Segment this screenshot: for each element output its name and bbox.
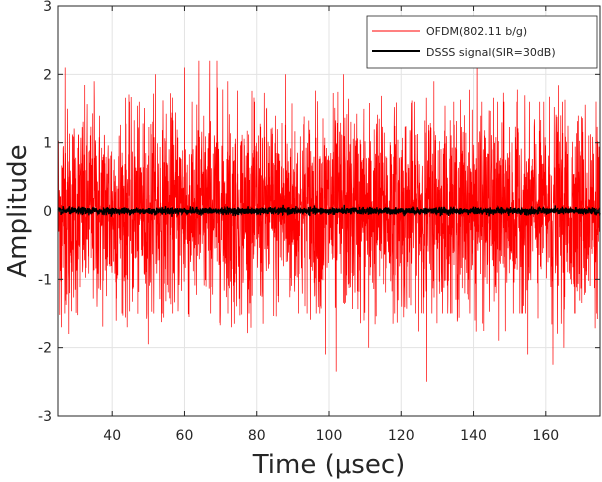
y-tick-label: 2 xyxy=(43,67,52,83)
x-tick-label: 40 xyxy=(103,428,121,444)
x-tick-label: 160 xyxy=(532,428,559,444)
series-dsss-line xyxy=(57,204,601,217)
legend-box xyxy=(366,15,598,69)
series-ofdm-line xyxy=(57,53,601,382)
x-tick-label: 80 xyxy=(248,428,266,444)
legend-label-dsss: DSSS signal(SIR=30dB) xyxy=(426,46,556,59)
y-tick-label: -2 xyxy=(38,341,52,357)
y-tick-label: 3 xyxy=(43,0,52,15)
ticks: 40 60 80 100 120 140 160 -3 -2 -1 0 1 2 3 xyxy=(38,0,600,444)
series-layer xyxy=(57,53,601,382)
y-tick-label: 0 xyxy=(43,204,52,220)
y-tick-label: -3 xyxy=(38,409,52,425)
x-tick-label: 140 xyxy=(460,428,487,444)
y-tick-label: -1 xyxy=(38,272,52,288)
y-axis-title: Amplitude xyxy=(3,144,33,277)
legend: OFDM(802.11 b/g) DSSS signal(SIR=30dB) xyxy=(366,15,598,69)
legend-label-ofdm: OFDM(802.11 b/g) xyxy=(426,25,527,38)
x-tick-label: 100 xyxy=(316,428,343,444)
x-axis-title: Time (μsec) xyxy=(252,450,406,480)
x-tick-label: 120 xyxy=(388,428,415,444)
y-tick-label: 1 xyxy=(43,136,52,152)
x-tick-label: 60 xyxy=(176,428,194,444)
